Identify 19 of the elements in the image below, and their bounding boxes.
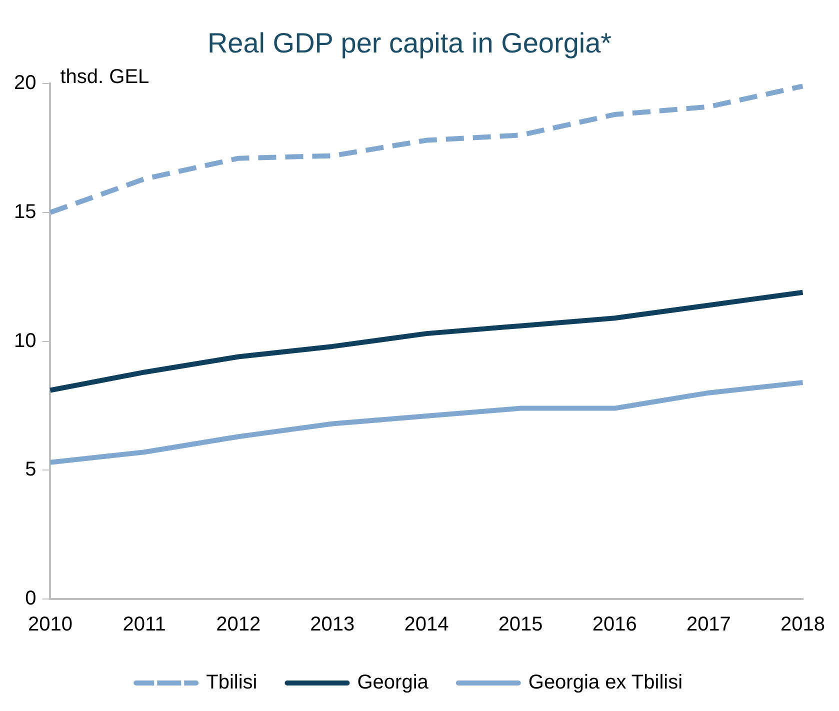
x-tick-label: 2015 xyxy=(498,614,543,636)
x-tick-label: 2014 xyxy=(404,614,449,636)
x-tick-label: 2011 xyxy=(122,614,166,636)
chart-title: Real GDP per capita in Georgia* xyxy=(207,28,612,59)
legend-label: Tbilisi xyxy=(206,672,258,694)
x-tick-label: 2018 xyxy=(780,614,826,636)
x-tick-label: 2010 xyxy=(28,614,72,636)
x-tick-label: 2016 xyxy=(592,614,637,636)
y-tick-label: 10 xyxy=(14,330,36,352)
y-tick-label: 0 xyxy=(25,588,36,610)
legend-label: Georgia ex Tbilisi xyxy=(528,672,683,694)
y-tick-label: 5 xyxy=(25,458,36,481)
x-tick-label: 2017 xyxy=(686,614,731,636)
x-tick-label: 2012 xyxy=(216,614,261,636)
y-axis-title: thsd. GEL xyxy=(60,66,150,88)
legend-label: Georgia xyxy=(357,672,430,694)
x-tick-label: 2013 xyxy=(310,614,355,636)
y-tick-label: 15 xyxy=(14,200,36,223)
y-tick-label: 20 xyxy=(14,72,36,94)
